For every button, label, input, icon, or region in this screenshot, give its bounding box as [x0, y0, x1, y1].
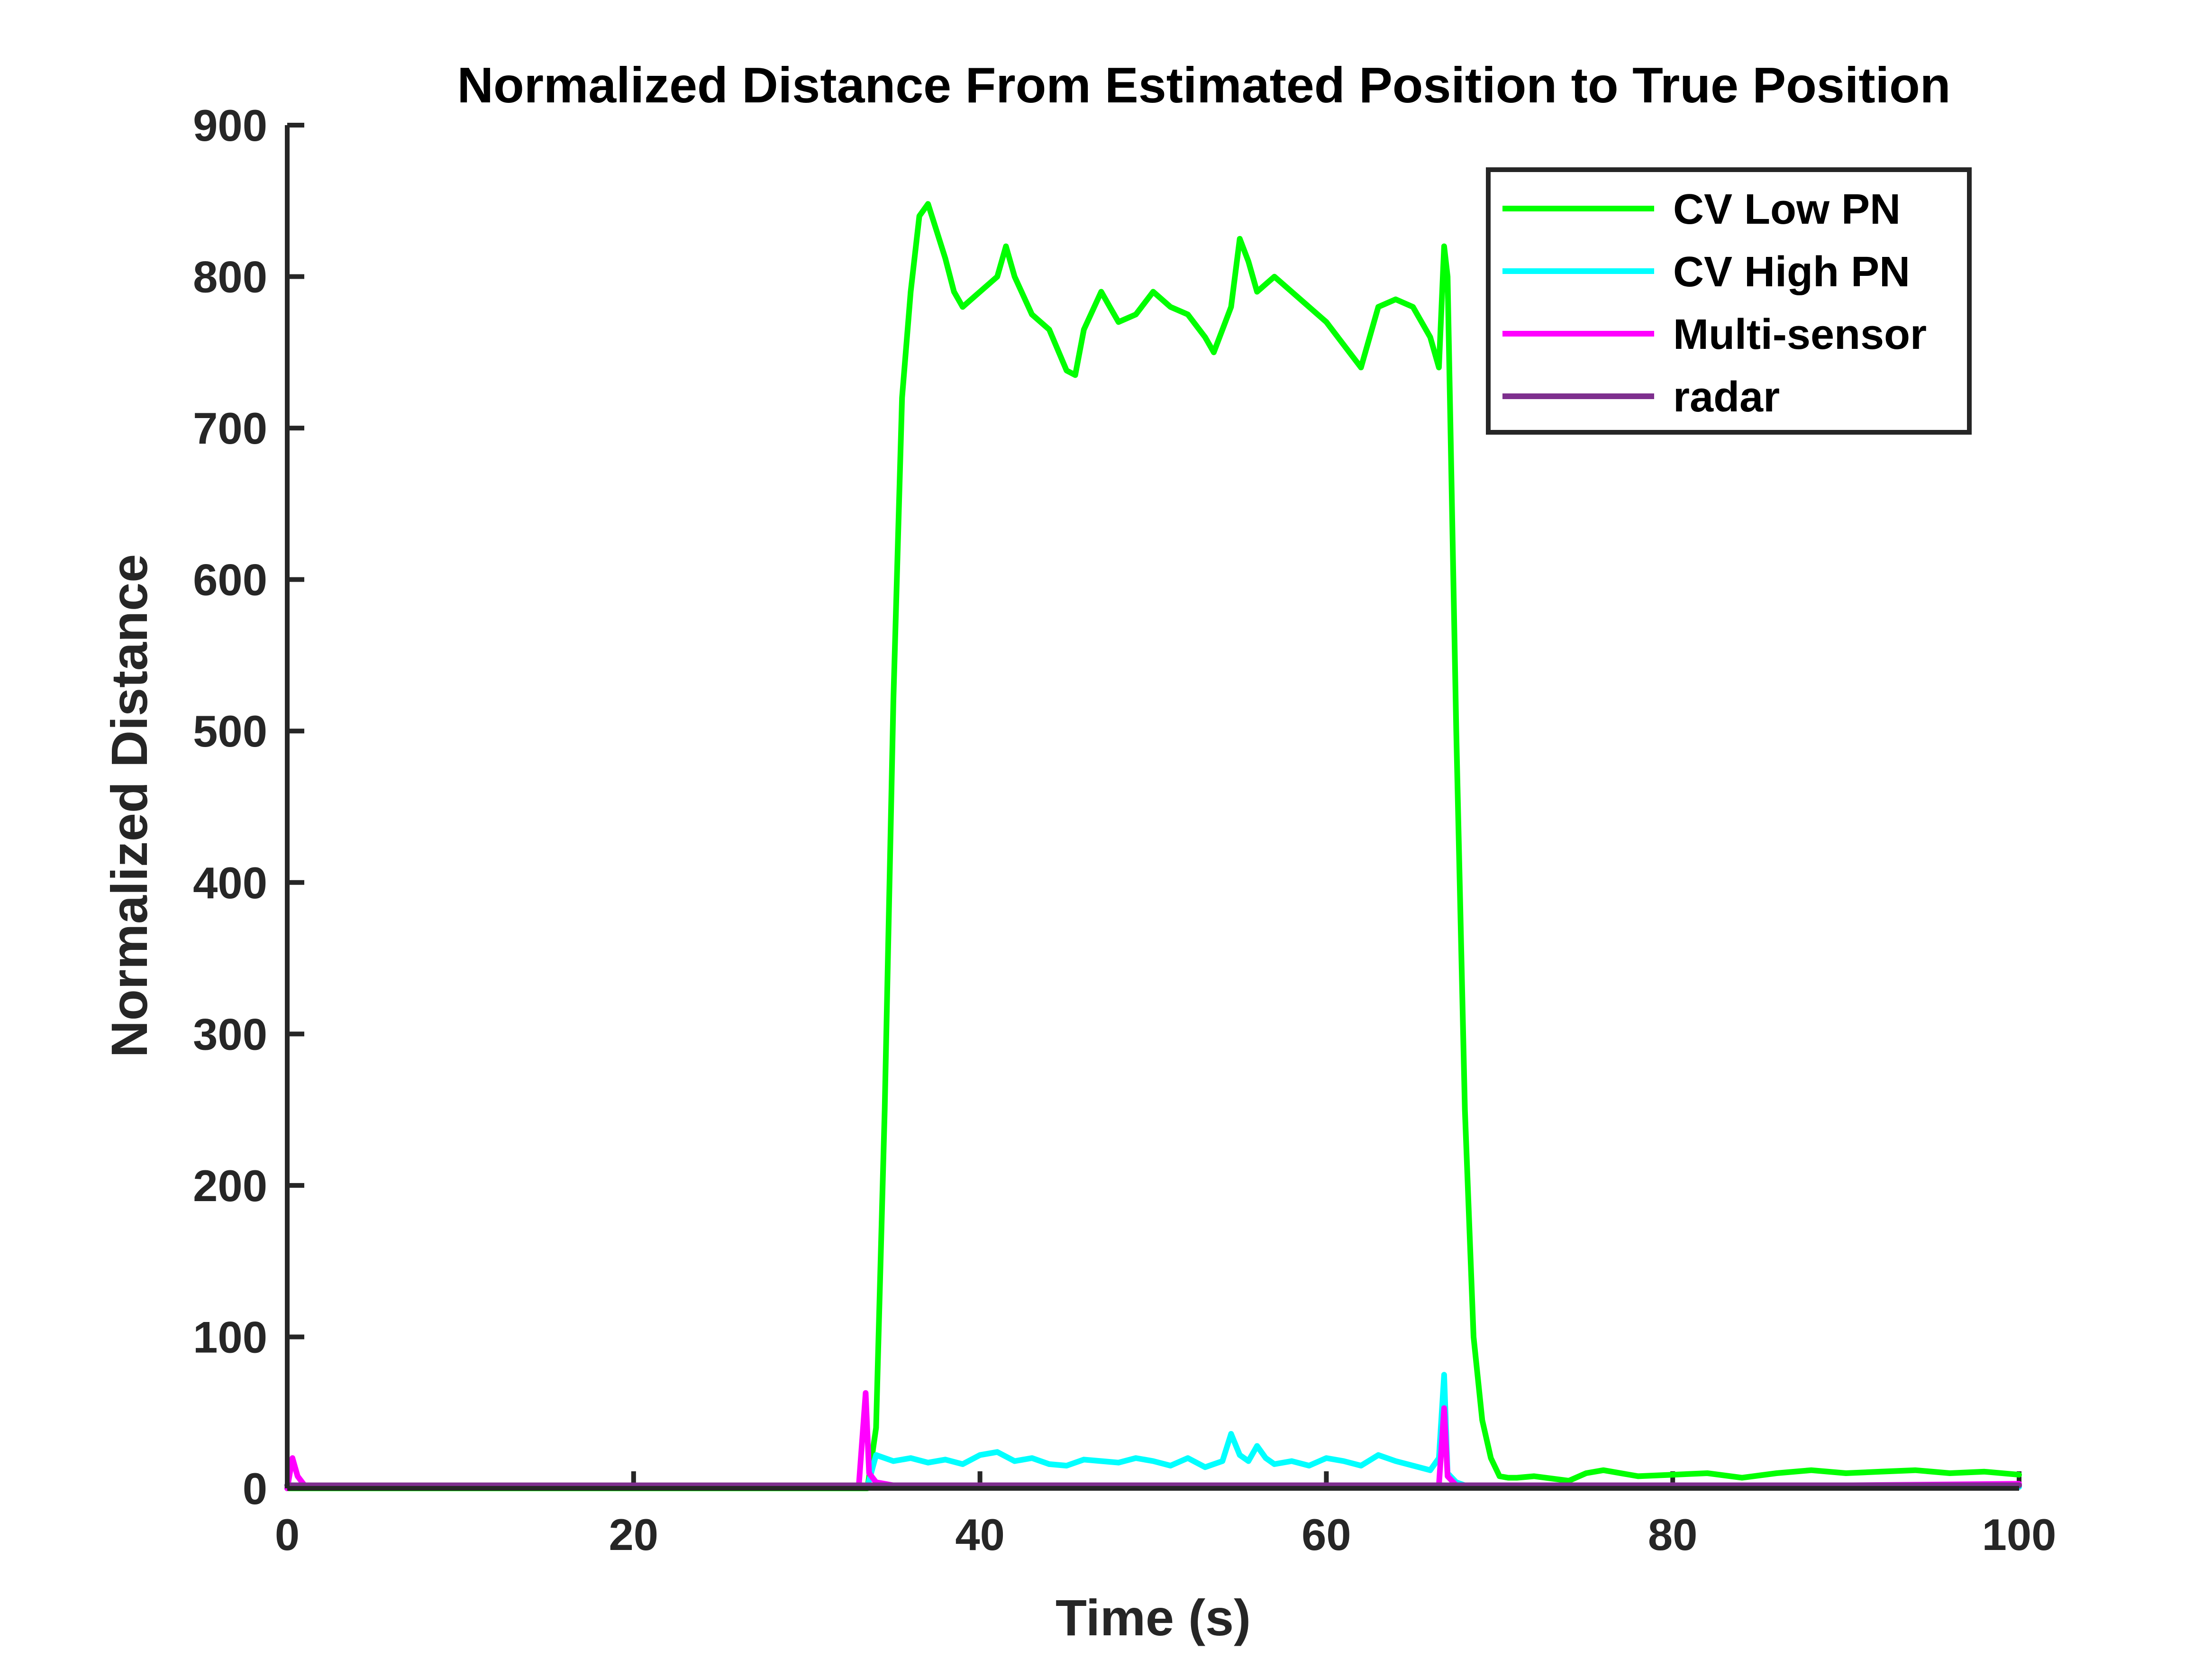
legend-label: CV Low PN: [1673, 186, 1901, 233]
legend: CV Low PN CV High PN Multi-sensor radar: [1486, 167, 1972, 435]
y-axis-ticks: 0 100 200 300 400 500 600 700 800 900: [193, 100, 304, 1513]
x-axis-label: Time (s): [1056, 1589, 1251, 1646]
series-line-cv-low-pn: [284, 201, 2022, 1491]
y-tick-label: 900: [193, 100, 267, 150]
x-tick-label: 20: [609, 1510, 659, 1559]
y-tick-label: 800: [193, 252, 267, 302]
y-tick-label: 100: [193, 1312, 267, 1362]
y-tick-label: 0: [243, 1464, 267, 1513]
legend-label: Multi-sensor: [1673, 311, 1927, 358]
y-tick-label: 200: [193, 1161, 267, 1211]
x-tick-label: 80: [1648, 1510, 1698, 1559]
y-tick-label: 600: [193, 555, 267, 605]
y-axis-label: Normalized Distance: [100, 554, 158, 1057]
y-tick-label: 400: [193, 858, 267, 908]
x-tick-label: 60: [1302, 1510, 1351, 1559]
legend-label: radar: [1673, 374, 1780, 421]
chart-title: Normalized Distance From Estimated Posit…: [457, 57, 1950, 113]
legend-label: CV High PN: [1673, 248, 1910, 296]
y-tick-label: 700: [193, 403, 267, 453]
y-tick-label: 300: [193, 1009, 267, 1059]
legend-box: [1486, 167, 1972, 435]
x-tick-label: 100: [1982, 1510, 2057, 1559]
x-tick-label: 40: [955, 1510, 1005, 1559]
y-tick-label: 500: [193, 706, 267, 756]
x-tick-label: 0: [275, 1510, 300, 1559]
x-axis-ticks: 0 20 40 60 80 100: [275, 1471, 2057, 1559]
series-line-cv-high-pn: [284, 1372, 2022, 1490]
